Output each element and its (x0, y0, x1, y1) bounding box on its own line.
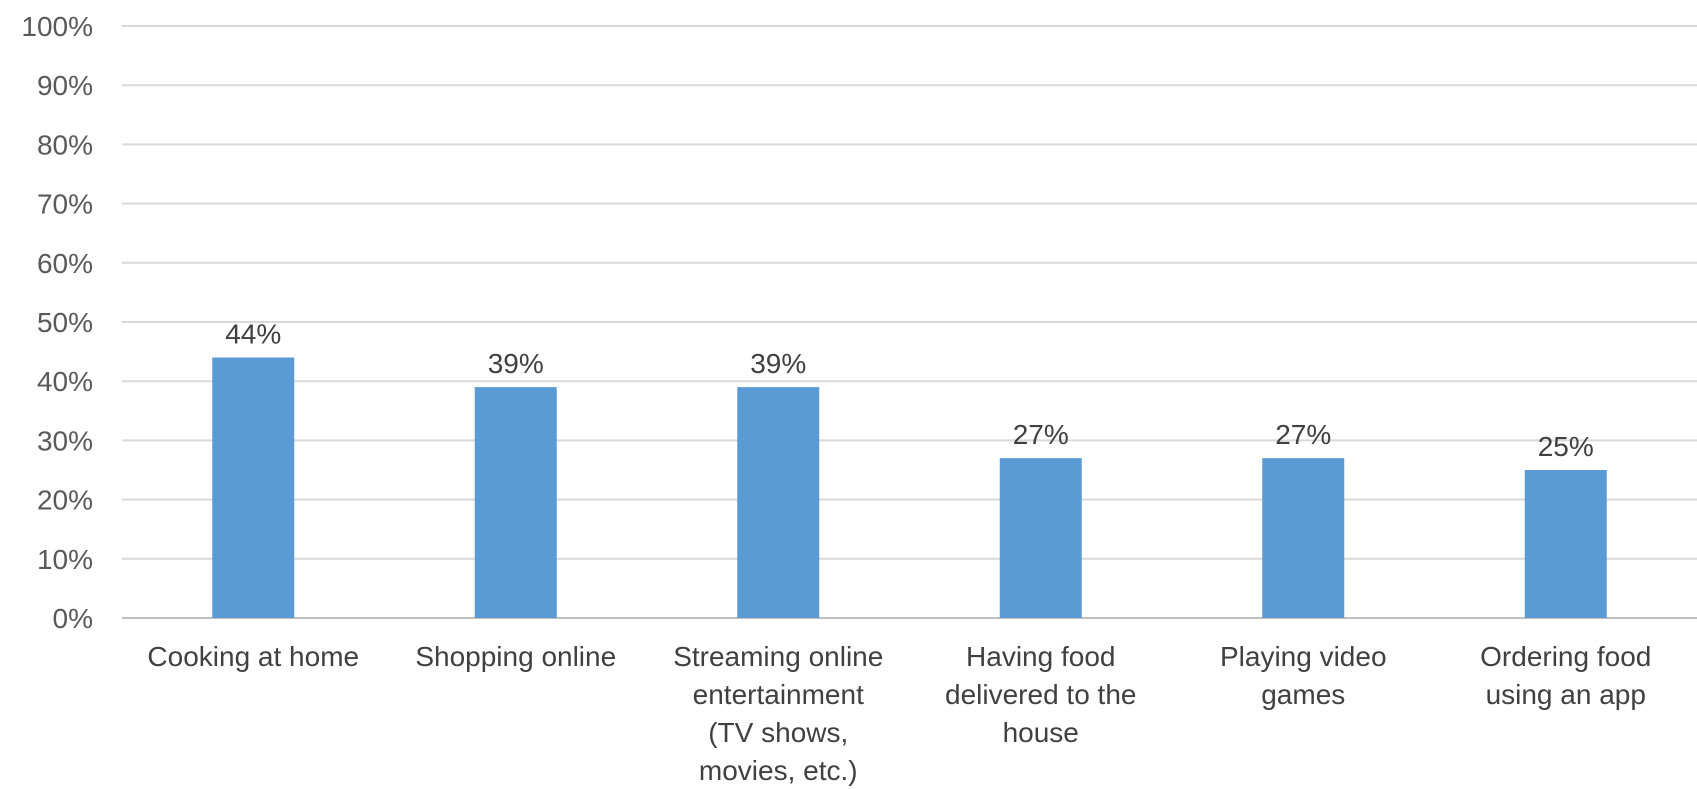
x-axis: Cooking at home Shopping online Streaming … (147, 641, 1651, 786)
x-tick-label-line: Playing video (1220, 641, 1387, 672)
y-tick-label: 40% (37, 366, 93, 397)
y-tick-label: 0% (53, 603, 93, 634)
data-label: 27% (1013, 419, 1069, 450)
data-label: 27% (1275, 419, 1331, 450)
y-tick-label: 30% (37, 425, 93, 456)
x-tick-label-line: entertainment (693, 679, 864, 710)
bar (212, 357, 295, 618)
y-tick-label: 50% (37, 307, 93, 338)
x-tick-label-line: delivered to the (945, 679, 1136, 710)
x-tick-label-line: Cooking at home (147, 641, 359, 672)
y-tick-label: 100% (21, 11, 93, 42)
x-tick-label-line: house (1003, 717, 1079, 748)
x-tick-label: Playing video games (1220, 641, 1387, 710)
x-tick-label-line: Having food (966, 641, 1115, 672)
x-tick-label: Shopping online (415, 641, 616, 672)
data-label: 39% (750, 348, 806, 379)
x-tick-label-line: movies, etc.) (699, 755, 858, 786)
bars (212, 357, 1607, 618)
bar (474, 387, 557, 618)
x-tick-label: Cooking at home (147, 641, 359, 672)
y-tick-label: 20% (37, 485, 93, 516)
bar (737, 387, 820, 618)
y-tick-label: 10% (37, 544, 93, 575)
x-tick-label: Streaming online entertainment (TV shows, m… (673, 641, 883, 786)
gridlines (122, 25, 1697, 619)
bar (1524, 470, 1607, 618)
y-tick-label: 90% (37, 70, 93, 101)
y-axis: 0% 10% 20% 30% 40% 50% 60% 70% 80% 90% 100% (21, 11, 93, 634)
data-label: 25% (1538, 431, 1594, 462)
bar (1262, 458, 1345, 618)
y-tick-label: 60% (37, 248, 93, 279)
y-tick-label: 80% (37, 129, 93, 160)
x-tick-label-line: Streaming online (673, 641, 883, 672)
data-label: 39% (488, 348, 544, 379)
x-tick-label-line: Shopping online (415, 641, 616, 672)
data-label: 44% (225, 319, 281, 350)
y-tick-label: 70% (37, 189, 93, 220)
x-tick-label-line: Ordering food (1480, 641, 1651, 672)
data-labels: 44% 39% 39% 27% 27% 25% (225, 319, 1594, 462)
x-tick-label: Having food delivered to the house (945, 641, 1136, 748)
bar (999, 458, 1082, 618)
x-tick-label-line: using an app (1486, 679, 1646, 710)
x-tick-label-line: games (1261, 679, 1345, 710)
x-tick-label: Ordering food using an app (1480, 641, 1651, 710)
x-tick-label-line: (TV shows, (708, 717, 848, 748)
